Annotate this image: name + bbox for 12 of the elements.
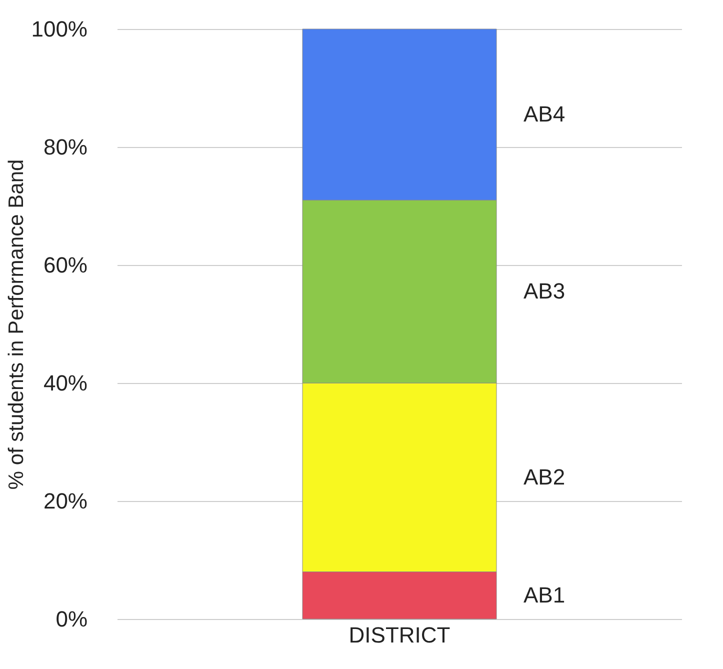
series-label: AB3 xyxy=(524,278,566,304)
x-tick-label: DISTRICT xyxy=(348,622,450,648)
y-tick-label: 80% xyxy=(43,134,88,160)
series-label: AB2 xyxy=(524,464,566,490)
series-label: AB1 xyxy=(524,582,566,608)
y-axis-title: % of students in Performance Band xyxy=(5,159,28,490)
y-tick-label: 20% xyxy=(43,488,88,514)
series-label: AB4 xyxy=(524,102,566,127)
y-tick-label: 60% xyxy=(43,252,88,278)
y-tick-label: 0% xyxy=(56,606,88,632)
y-tick-label: 40% xyxy=(43,370,88,396)
y-tick-label: 100% xyxy=(31,16,88,42)
